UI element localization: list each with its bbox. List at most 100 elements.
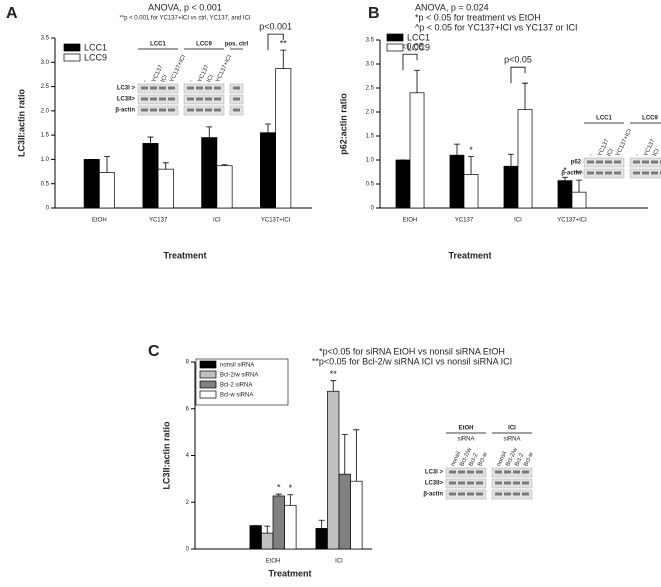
blot-band: [159, 108, 166, 112]
blot-lane-label: ICI: [206, 74, 215, 84]
blot-band: [504, 470, 511, 474]
blot-group-label: ICI: [508, 426, 516, 432]
legend-label: LCC1: [407, 32, 430, 42]
significance-marker: *: [277, 482, 281, 492]
note: *p < 0.05 for treatment vs EtOH: [415, 12, 541, 22]
y-tick-label: 1.5: [366, 134, 375, 140]
y-tick-label: 2: [186, 500, 190, 506]
blot-row-label: LC3I >: [425, 470, 444, 476]
y-axis-label: LC3II:actin ratio: [161, 421, 171, 490]
blot-row-label: LC3I >: [117, 86, 136, 92]
y-tick-label: 2.0: [366, 110, 375, 116]
legend-swatch: [386, 33, 404, 42]
blot-band: [205, 97, 212, 101]
blot-band: [504, 492, 511, 496]
y-tick-label: 8: [186, 360, 190, 366]
y-tick-label: 2.0: [41, 108, 50, 114]
bar: [350, 480, 363, 550]
blot-strip: [183, 105, 225, 116]
bar: [83, 159, 100, 209]
blot-band: [187, 86, 194, 90]
bar: [409, 92, 425, 209]
blot-band: [614, 160, 621, 164]
bar: [503, 165, 519, 209]
blot-strip: [183, 83, 225, 94]
error-bar: [330, 380, 337, 392]
significance-marker: *: [469, 145, 473, 155]
blot-lane-label: YC137+ICI: [615, 128, 633, 158]
error-bar: [341, 434, 348, 475]
panel-letter: A: [6, 5, 18, 22]
blot-group-label: LCC1: [596, 116, 612, 122]
blot-band: [168, 108, 175, 112]
x-tick-label: ICI: [213, 218, 221, 224]
blot-lane-label: Bcl-w: [523, 451, 535, 467]
blot-band: [233, 97, 240, 101]
bar: [272, 495, 285, 550]
legend-label: Bcl-w siRNA: [220, 393, 253, 399]
blot-band: [633, 160, 640, 164]
blot-band: [214, 97, 221, 101]
bar: [157, 168, 174, 209]
blot-band: [458, 492, 465, 496]
bar: [284, 504, 297, 550]
blot-band: [495, 470, 502, 474]
blot-strip: [445, 467, 487, 478]
error-bar: [576, 179, 583, 193]
note: ^p < 0.05 for YC137+ICI vs YC137 or ICI: [415, 22, 577, 32]
y-tick-label: 0: [371, 206, 375, 212]
y-tick-label: 1.5: [41, 133, 50, 139]
blot-row-label: p62: [571, 160, 582, 166]
blot-row-label: LC3II>: [117, 97, 136, 103]
bar: [201, 137, 218, 209]
note: *p<0.05 for siRNA EtOH vs nonsil siRNA E…: [319, 346, 505, 356]
bar: [260, 132, 276, 209]
blot-lane-label: Bcl-2: [468, 452, 479, 468]
significance-marker: **: [330, 369, 338, 379]
error-bar: [280, 49, 287, 69]
x-tick-label: EtOH: [92, 218, 107, 224]
blot-band: [596, 160, 603, 164]
legend-label: LCC1: [84, 42, 107, 52]
blot-band: [449, 470, 456, 474]
y-tick-label: 1.0: [366, 158, 375, 164]
error-bar: [206, 126, 213, 138]
chart-title: ANOVA, p = 0.024: [415, 2, 489, 12]
y-tick-label: 4: [186, 453, 190, 459]
blot-band: [233, 108, 240, 112]
blot-band: [522, 492, 529, 496]
blot-band: [642, 171, 649, 175]
blot-band: [522, 481, 529, 485]
blot-row-label: LC3II>: [425, 481, 444, 487]
blot-band: [141, 97, 148, 101]
blot-band: [522, 470, 529, 474]
bar: [463, 174, 479, 209]
blot-strip: [137, 94, 179, 105]
y-tick-label: 3.5: [41, 36, 50, 42]
y-axis-label: p62:actin ratio: [338, 93, 348, 155]
x-tick-label: YC137: [455, 218, 474, 224]
error-bar: [507, 153, 514, 167]
y-axis-label: LC3II:actin ratio: [16, 88, 26, 157]
y-tick-label: 3.0: [41, 60, 50, 66]
legend-swatch: [199, 360, 217, 369]
blot-group-label: LCC1: [150, 42, 166, 48]
bar: [216, 165, 233, 209]
y-tick-label: 0: [46, 206, 50, 212]
blot-sublabel: siRNA: [457, 437, 474, 443]
y-tick-label: 3.0: [366, 62, 375, 68]
blot-strip: [183, 94, 225, 105]
legend-swatch: [199, 390, 217, 399]
blot-band: [141, 86, 148, 90]
blot-band: [587, 171, 594, 175]
note: **p < 0.001 for YC137+ICI vs ctrl, YC137…: [119, 16, 251, 22]
blot-band: [233, 86, 240, 90]
blot-band: [205, 86, 212, 90]
blot-group-label: EtOH: [459, 426, 474, 432]
blot-lane-label: ICI: [160, 74, 169, 84]
blot-lane-label: YC137+ICI: [169, 54, 187, 84]
x-tick-label: YC137+ICI: [557, 218, 587, 224]
annotation: p<0.001: [259, 22, 292, 32]
bar: [338, 473, 351, 550]
chart-title: ANOVA, p < 0.001: [148, 2, 222, 12]
